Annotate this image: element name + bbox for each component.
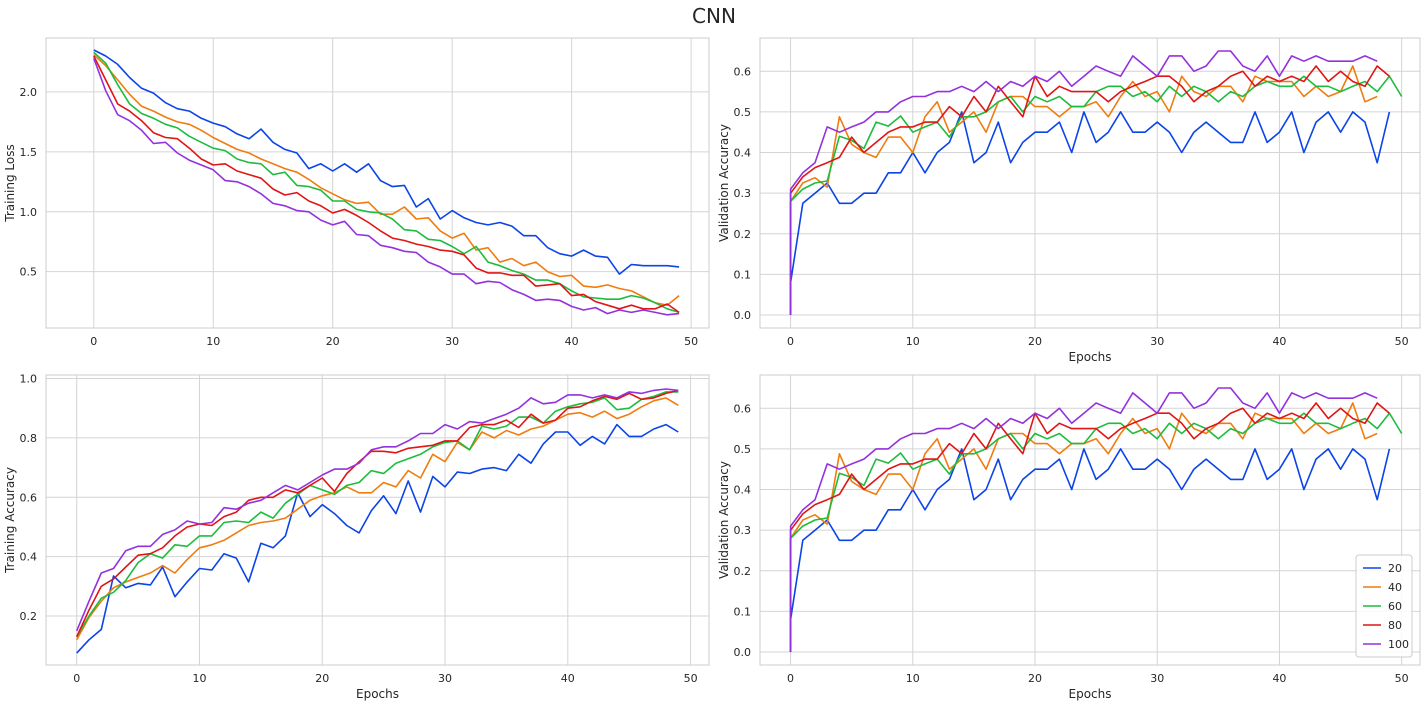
- x-tick-label: 30: [445, 335, 459, 348]
- y-tick-label: 2.0: [20, 86, 38, 99]
- x-tick-label: 40: [1272, 672, 1286, 685]
- y-tick-label: 1.0: [20, 373, 38, 386]
- x-tick-label: 30: [1150, 672, 1164, 685]
- chart-panel-4: 0 10 20 30 40 50 0.0 0.1 0.2 0.3 0.4 0.5 0.6 Epochs Va…: [717, 374, 1421, 701]
- series-line-100: [789, 50, 1378, 315]
- series-line-60: [93, 51, 680, 314]
- axes-frame: [45, 374, 710, 666]
- x-tick-label: 50: [1395, 672, 1409, 685]
- figure-title: CNN: [692, 4, 736, 28]
- legend-box: [1355, 554, 1413, 658]
- y-tick-label: 0.8: [20, 432, 38, 445]
- legend-label-40: 40: [1388, 581, 1402, 594]
- x-tick-label: 20: [1028, 672, 1042, 685]
- series-line-80: [75, 389, 679, 638]
- y-tick-label: 0.6: [20, 491, 38, 504]
- y-tick-label: 0.5: [20, 266, 38, 279]
- y-axis-label: Validation Accuracy: [717, 461, 731, 579]
- x-tick-label: 40: [565, 335, 579, 348]
- y-tick-label: 0.2: [734, 228, 752, 241]
- series-line-60: [76, 391, 679, 638]
- x-tick-label: 10: [206, 335, 220, 348]
- series-line-20: [76, 423, 679, 654]
- x-tick-label: 40: [1272, 335, 1286, 348]
- x-tick-label: 20: [326, 335, 340, 348]
- series-line-100: [93, 58, 680, 316]
- x-tick-label: 0: [787, 335, 794, 348]
- y-tick-label: 0.4: [734, 147, 752, 160]
- series-line-20: [93, 49, 680, 275]
- x-tick-label: 10: [906, 335, 920, 348]
- chart-panel-2: 0 10 20 30 40 50 0.0 0.1 0.2 0.3 0.4 0.5 0.6 Epochs Va…: [717, 37, 1421, 364]
- series-line-100: [789, 387, 1378, 652]
- x-tick-label: 20: [315, 672, 329, 685]
- x-tick-label: 50: [684, 335, 698, 348]
- x-tick-label: 50: [1395, 335, 1409, 348]
- x-axis-label: Epochs: [356, 687, 399, 701]
- y-tick-label: 1.0: [20, 206, 38, 219]
- series-line-80: [789, 402, 1390, 652]
- y-tick-label: 1.5: [20, 146, 38, 159]
- y-axis-label: Training Accuracy: [3, 467, 17, 574]
- x-axis-label: Epochs: [1069, 687, 1112, 701]
- x-tick-label: 20: [1028, 335, 1042, 348]
- axes-frame: [759, 374, 1421, 666]
- series-line-80: [93, 55, 680, 314]
- axes-frame: [45, 37, 710, 329]
- legend-label-100: 100: [1388, 638, 1409, 651]
- chart-panel-3: 0 10 20 30 40 50 0.2 0.4 0.6 0.8 1.0 Epochs Training…: [3, 373, 710, 701]
- series-line-20: [789, 111, 1391, 315]
- y-tick-label: 0.2: [734, 565, 752, 578]
- legend-label-20: 20: [1388, 562, 1402, 575]
- y-tick-label: 0.3: [734, 524, 752, 537]
- y-tick-label: 0.6: [734, 402, 752, 415]
- y-tick-label: 0.5: [734, 443, 752, 456]
- x-tick-label: 0: [73, 672, 80, 685]
- y-axis-label: Validation Accuracy: [717, 124, 731, 242]
- series-line-80: [789, 65, 1390, 315]
- x-tick-label: 10: [192, 672, 206, 685]
- x-tick-label: 10: [906, 672, 920, 685]
- legend: 20 40 60 80 100: [1355, 554, 1413, 658]
- series-line-40: [75, 397, 679, 641]
- y-tick-label: 0.4: [734, 484, 752, 497]
- x-tick-label: 30: [438, 672, 452, 685]
- x-tick-label: 40: [561, 672, 575, 685]
- axes-frame: [759, 37, 1421, 329]
- y-tick-label: 0.5: [734, 106, 752, 119]
- y-tick-label: 0.6: [734, 65, 752, 78]
- x-tick-label: 0: [90, 335, 97, 348]
- y-tick-label: 0.0: [734, 646, 752, 659]
- y-axis-label: Training Loss: [3, 144, 17, 222]
- x-axis-label: Epochs: [1069, 350, 1112, 364]
- chart-panel-1: 0 10 20 30 40 50 0.5 1.0 1.5 2.0 Training Loss: [3, 37, 710, 348]
- x-tick-label: 50: [684, 672, 698, 685]
- x-tick-label: 0: [787, 672, 794, 685]
- y-tick-label: 0.3: [734, 187, 752, 200]
- legend-label-60: 60: [1388, 600, 1402, 613]
- y-tick-label: 0.0: [734, 309, 752, 322]
- y-tick-label: 0.2: [20, 610, 38, 623]
- legend-label-80: 80: [1388, 619, 1402, 632]
- x-tick-label: 30: [1150, 335, 1164, 348]
- y-tick-label: 0.4: [20, 551, 38, 564]
- series-line-60: [789, 75, 1403, 315]
- series-line-20: [789, 448, 1391, 652]
- series-line-100: [75, 388, 679, 632]
- y-tick-label: 0.1: [734, 268, 752, 281]
- series-line-60: [789, 412, 1403, 652]
- series-line-40: [93, 54, 680, 306]
- y-tick-label: 0.1: [734, 605, 752, 618]
